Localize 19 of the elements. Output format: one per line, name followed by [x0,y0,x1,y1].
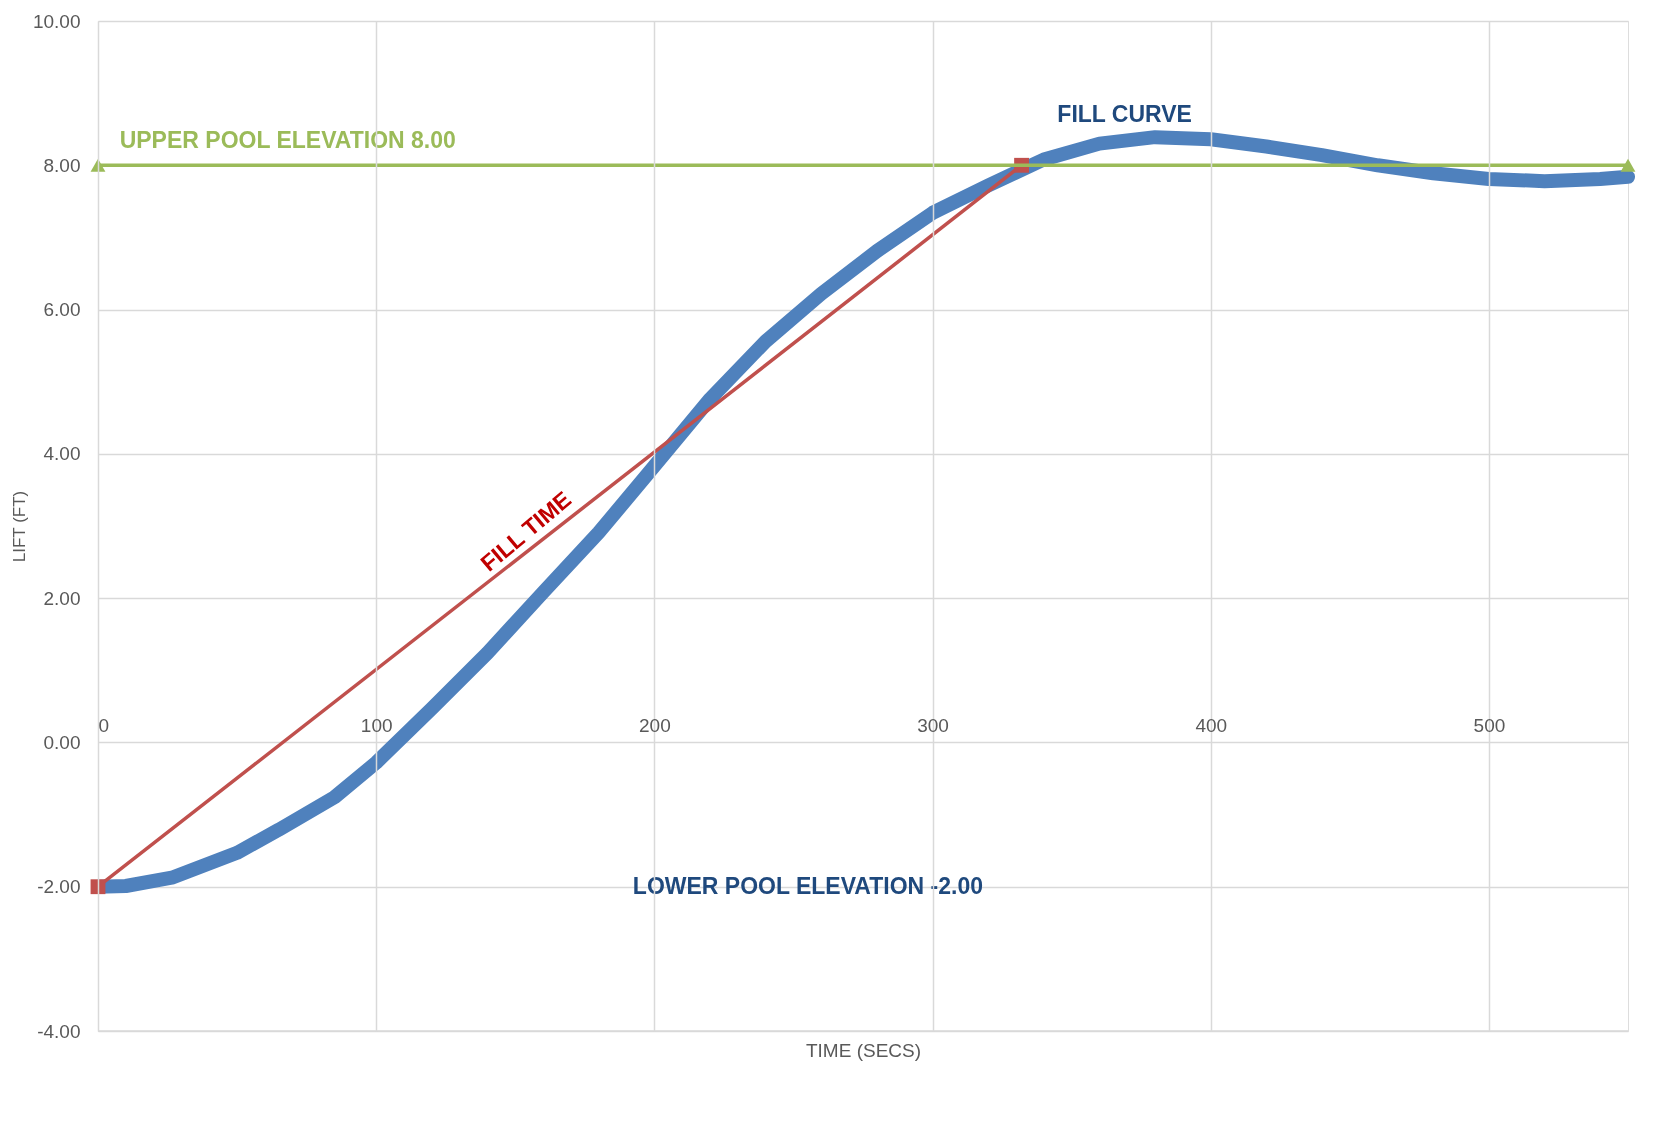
annotation: UPPER POOL ELEVATION 8.00 [119,127,456,154]
x-tick-label: 0 [98,714,110,736]
x-tick-label: 400 [1195,714,1228,736]
y-axis-title: LIFT (FT) [9,490,29,563]
y-tick-label: 6.00 [43,299,81,321]
y-tick-label: 8.00 [43,154,81,176]
y-tick-label: 0.00 [43,731,81,753]
x-tick-label: 300 [917,714,949,736]
annotation: LOWER POOL ELEVATION -2.00 [632,872,983,899]
x-tick-label: 500 [1473,714,1506,736]
annotation: FILL CURVE [1057,100,1192,127]
y-tick-label: -2.00 [37,876,81,898]
x-axis-title: TIME (SECS) [805,1039,922,1061]
y-tick-label: 4.00 [43,443,81,465]
x-tick-label: 100 [360,714,393,736]
y-tick-label: 10.00 [32,10,81,32]
y-tick-label: -4.00 [37,1020,81,1042]
x-tick-label: 200 [639,714,671,736]
y-tick-label: 2.00 [43,587,81,609]
